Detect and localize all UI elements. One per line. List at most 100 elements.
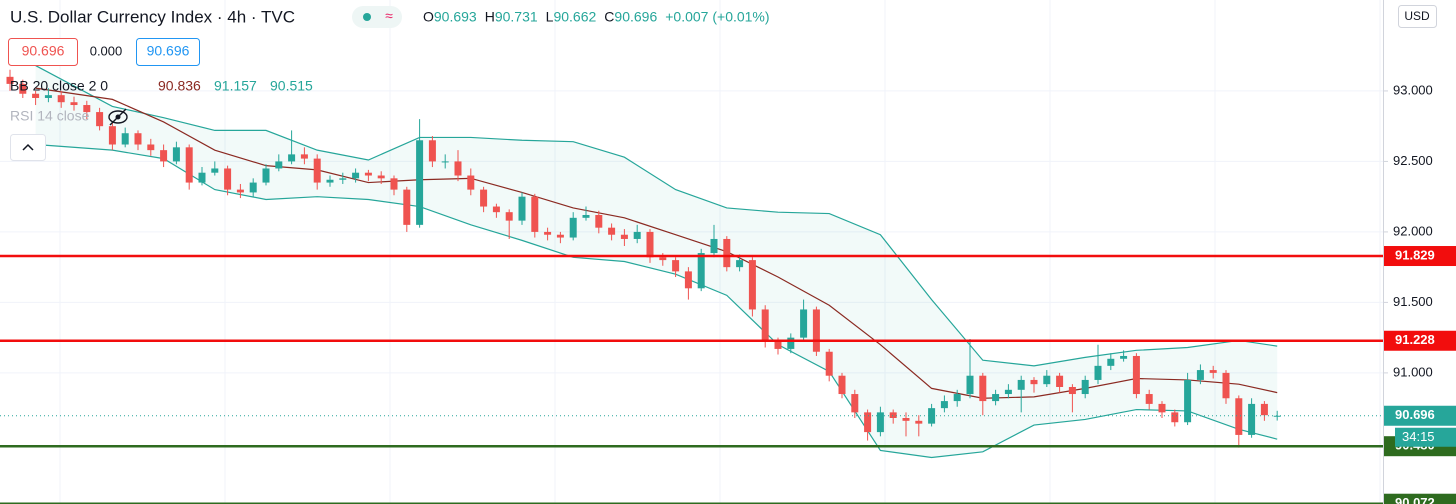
spread: 0.000 <box>90 43 123 58</box>
candle-body <box>480 189 488 207</box>
status-pill[interactable] <box>352 6 402 28</box>
candle-body <box>544 231 552 235</box>
sell-price[interactable]: 90.696 <box>22 43 65 59</box>
y-tick-label: 91.000 <box>1393 364 1433 379</box>
candle-body <box>620 234 628 239</box>
candle-body <box>1171 412 1179 423</box>
candle-body <box>876 412 884 433</box>
candle-body <box>518 196 526 221</box>
candle-body <box>1030 379 1038 385</box>
candle-body <box>96 112 104 127</box>
candle-body <box>467 175 475 190</box>
candle-body <box>723 238 731 268</box>
candle-body <box>646 231 654 258</box>
candle-body <box>812 309 820 352</box>
candle-body <box>454 161 462 176</box>
candle-body <box>352 172 360 179</box>
plot <box>0 0 1383 504</box>
candle-body <box>160 150 168 162</box>
candle-body <box>1056 375 1064 387</box>
ohlc-label: C <box>604 9 614 25</box>
candle-body <box>172 147 180 162</box>
collapse-icon <box>22 143 34 151</box>
y-tick-label: 92.000 <box>1393 223 1433 238</box>
candle-body <box>928 408 936 424</box>
candle-body <box>710 238 718 254</box>
candle-body <box>915 420 923 424</box>
candle-body <box>800 309 808 338</box>
y-tick-label: 91.500 <box>1393 294 1433 309</box>
candle-body <box>569 217 577 238</box>
candle-body <box>211 168 219 173</box>
candle-body <box>582 214 590 218</box>
candle-body <box>889 412 897 419</box>
collapse-button[interactable] <box>10 134 46 161</box>
currency-button[interactable] <box>1398 5 1437 28</box>
candle-body <box>364 172 372 176</box>
candle-body <box>1107 358 1115 366</box>
candle-body <box>633 231 641 239</box>
last-price-label: 90.696 <box>1395 407 1435 422</box>
candle-body <box>1196 370 1204 380</box>
candle-body <box>787 337 795 349</box>
candle-body <box>326 179 334 183</box>
sell-button[interactable] <box>8 38 78 66</box>
buy-price[interactable]: 90.696 <box>147 43 190 59</box>
band-upper <box>35 65 1278 367</box>
candle-body <box>556 234 564 238</box>
candle-body <box>1132 355 1140 395</box>
candle-body <box>1081 379 1089 395</box>
candle-body <box>147 144 155 151</box>
candle-body <box>1017 379 1025 390</box>
candle-body <box>1120 355 1128 359</box>
level-label-box <box>1384 493 1456 504</box>
candle-body <box>1158 403 1166 413</box>
candle-body <box>185 147 193 183</box>
ohlc: O 90.693 H 90.731 L 90.662 C 90.696 +0.007 (+0.0… <box>423 9 770 25</box>
candle-body <box>1235 398 1243 435</box>
indicator-name[interactable]: BB 20 close 2 0 <box>10 78 108 94</box>
candle-body <box>19 83 27 94</box>
candle-body <box>1222 372 1230 399</box>
ohlc-value: 90.662 <box>553 9 596 25</box>
candle-body <box>748 260 756 310</box>
band-fill <box>35 65 1278 458</box>
ohlc-label: O <box>423 9 434 25</box>
candle-body <box>608 227 616 235</box>
candle-body <box>659 257 667 261</box>
candle-body <box>992 394 1000 402</box>
legend-overlay: U.S. Dollar Currency Index · 4h · TVC ≈ … <box>8 6 770 161</box>
candle-body <box>275 161 283 169</box>
candle-body <box>313 158 321 183</box>
candle-body <box>851 394 859 413</box>
candle-body <box>492 206 500 213</box>
level-label-box <box>1384 246 1456 267</box>
candle-body <box>416 140 424 225</box>
candle-body <box>1094 365 1102 380</box>
countdown: 34:15 <box>1402 429 1435 444</box>
candle-body <box>83 105 91 113</box>
candle-body <box>134 133 142 145</box>
candle-body <box>966 375 974 395</box>
candle-body <box>390 178 398 190</box>
candle-body <box>697 253 705 289</box>
candle-body <box>505 212 513 221</box>
symbol-title: U.S. Dollar Currency Index · 4h · TVC <box>10 7 295 26</box>
candle-body <box>774 341 782 349</box>
buy-button[interactable] <box>136 38 200 66</box>
indicator-value: 91.157 <box>214 78 257 94</box>
last-price-box <box>1384 405 1456 426</box>
indicator-name[interactable]: RSI 14 close <box>10 108 90 124</box>
indicator-value: 90.515 <box>270 78 313 94</box>
countdown-box <box>1395 427 1456 447</box>
candle-body <box>979 375 987 402</box>
level-label: 90.072 <box>1395 495 1435 504</box>
candle-body <box>57 95 65 103</box>
hidden-icon[interactable] <box>108 108 128 126</box>
candle-body <box>441 161 449 163</box>
price-axis: 93.000 92.500 92.000 91.500 91.000 91.829 91.2… <box>1383 82 1456 504</box>
candle-body <box>198 172 206 183</box>
candle-body <box>377 175 385 179</box>
candle-body <box>531 196 539 232</box>
